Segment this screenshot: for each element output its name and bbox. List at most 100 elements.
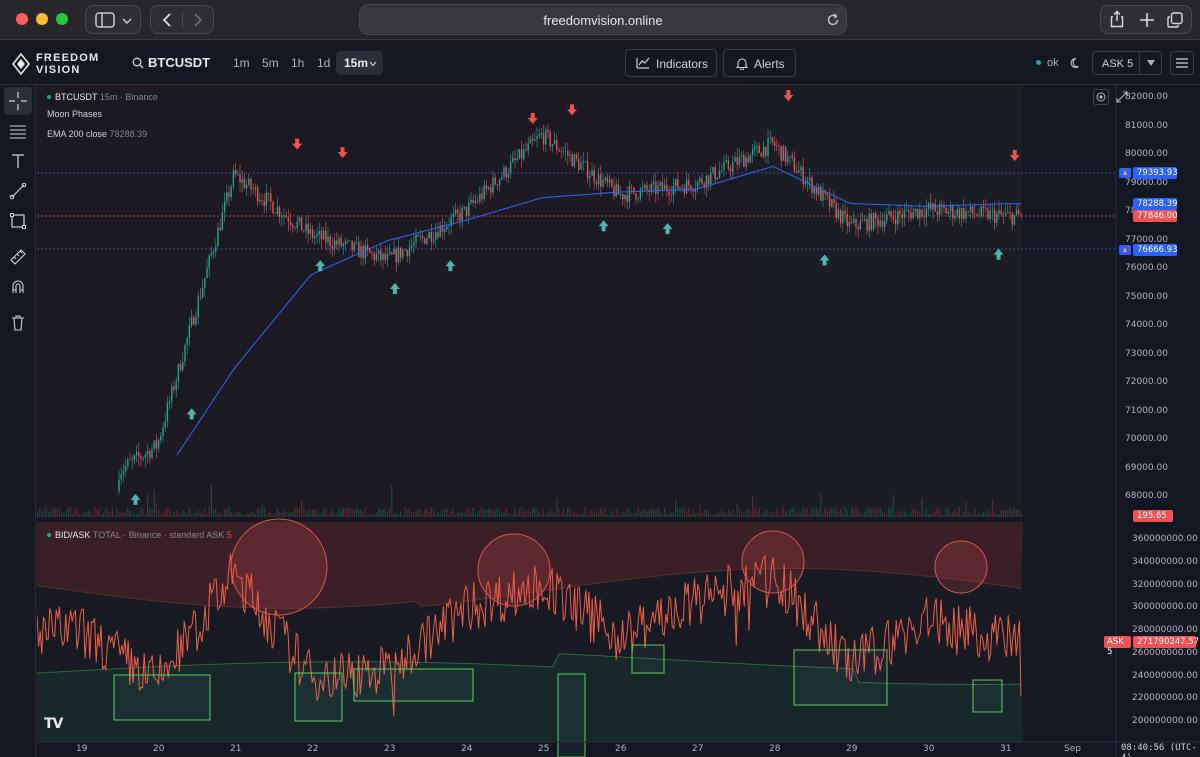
candle-body (677, 179, 679, 189)
volume-bar (705, 509, 707, 517)
candle-body (793, 157, 796, 172)
volume-bar (591, 510, 593, 517)
candle-body (450, 217, 452, 227)
rectangle-tool[interactable] (4, 207, 32, 235)
volume-bar (371, 514, 373, 517)
volume-bar (389, 507, 391, 517)
tabs-overview-icon[interactable] (1167, 12, 1183, 28)
moon-theme-icon[interactable] (1070, 57, 1082, 69)
candle-body (956, 208, 958, 216)
ruler-tool[interactable] (4, 243, 32, 271)
timeframe-5m[interactable]: 5m (262, 56, 279, 70)
candle-body (905, 210, 908, 211)
trend-line-icon (9, 182, 27, 200)
volume-bar (732, 510, 734, 517)
candle-body (633, 187, 635, 194)
candle-body (166, 402, 169, 422)
volume-bar (444, 509, 446, 517)
volume-bar (734, 513, 736, 517)
candle-body (221, 212, 224, 231)
timeframe-15m[interactable]: 15m (336, 51, 383, 75)
volume-bar (56, 507, 58, 517)
volume-bar (624, 512, 626, 517)
volume-bar (243, 514, 245, 517)
candle-body (463, 206, 466, 209)
price-axis-label: 70000.00 (1125, 434, 1168, 444)
volume-bar (958, 507, 960, 517)
volume-bar (120, 512, 122, 517)
zoom-window-button[interactable] (56, 13, 68, 25)
candle-body (485, 185, 488, 189)
sidebar-toggle-button[interactable] (85, 5, 141, 34)
candle-body (549, 132, 551, 147)
candle-body (875, 213, 877, 219)
trend-line-tool[interactable] (4, 177, 32, 205)
candle-body (208, 255, 210, 268)
volume-bar (930, 513, 932, 517)
pane-divider[interactable] (37, 517, 1200, 522)
address-bar[interactable]: freedomvision.online (359, 4, 847, 35)
alerts-button[interactable]: Alerts (723, 49, 796, 77)
candle-body (815, 187, 818, 195)
alert-high-tag[interactable]: 79393.93 (1133, 167, 1178, 179)
clock-readout[interactable]: 08:40:56 (UTC-4) (1121, 743, 1197, 757)
indicators-button[interactable]: Indicators (625, 49, 717, 77)
candle-body (1004, 213, 1007, 215)
ema-legend[interactable]: EMA 200 close 78288.39 (47, 129, 147, 139)
candle-body (476, 200, 479, 202)
last-price-tag: 77846.00 (1133, 210, 1178, 222)
text-tool[interactable] (4, 147, 32, 175)
volume-bar (765, 510, 767, 517)
volume-bar (215, 508, 217, 517)
freedom-vision-logo[interactable]: FREEDOM VISION (12, 51, 120, 77)
volume-bar (193, 513, 195, 517)
back-arrow-icon[interactable] (161, 12, 173, 28)
ask-level-select[interactable]: ASK 5 (1092, 51, 1162, 75)
moon-phases-legend[interactable]: Moon Phases (47, 109, 103, 119)
chart-canvas[interactable] (37, 85, 1200, 757)
candle-body (947, 211, 950, 214)
candle-body (626, 195, 628, 202)
crosshair-tool[interactable] (4, 87, 32, 115)
volume-bar (613, 514, 615, 517)
alert-low-tag[interactable]: 76666.93 (1133, 244, 1178, 256)
reload-icon[interactable] (826, 13, 840, 27)
volume-bar (184, 511, 186, 517)
close-window-button[interactable] (16, 13, 28, 25)
volume-bar (285, 512, 287, 517)
share-icon[interactable] (1109, 10, 1125, 28)
forward-arrow-icon[interactable] (192, 12, 204, 28)
timeframe-1h[interactable]: 1h (291, 56, 305, 70)
menu-button[interactable] (1170, 51, 1194, 75)
volume-bar (743, 512, 745, 517)
volume-bar (730, 511, 732, 517)
volume-bar (265, 514, 267, 517)
candle-body (655, 181, 657, 194)
volume-bar (239, 511, 241, 517)
candle-body (540, 133, 543, 135)
candle-body (342, 244, 345, 246)
screenshot-button[interactable] (1093, 89, 1109, 105)
volume-bar (252, 510, 254, 517)
volume-bar (978, 512, 980, 517)
symbol-search[interactable]: BTCUSDT (148, 55, 211, 70)
fullscreen-button[interactable] (1114, 89, 1130, 105)
candle-body (923, 215, 925, 218)
lines-tool[interactable] (4, 117, 32, 145)
candle-body (226, 192, 228, 202)
tradingview-logo[interactable]: TV (44, 716, 63, 732)
magnet-tool[interactable] (4, 273, 32, 301)
volume-bar (961, 514, 963, 517)
candle-body (206, 267, 208, 278)
candle-body (336, 240, 338, 245)
search-icon[interactable] (132, 57, 144, 69)
candle-body (514, 157, 516, 160)
candle-body (936, 211, 939, 215)
volume-bar (780, 510, 782, 517)
new-tab-icon[interactable] (1139, 12, 1155, 28)
timeframe-1m[interactable]: 1m (233, 56, 250, 70)
delete-tool[interactable] (4, 309, 32, 337)
minimize-window-button[interactable] (36, 13, 48, 25)
candle-body (681, 187, 683, 188)
timeframe-1d[interactable]: 1d (317, 56, 331, 70)
